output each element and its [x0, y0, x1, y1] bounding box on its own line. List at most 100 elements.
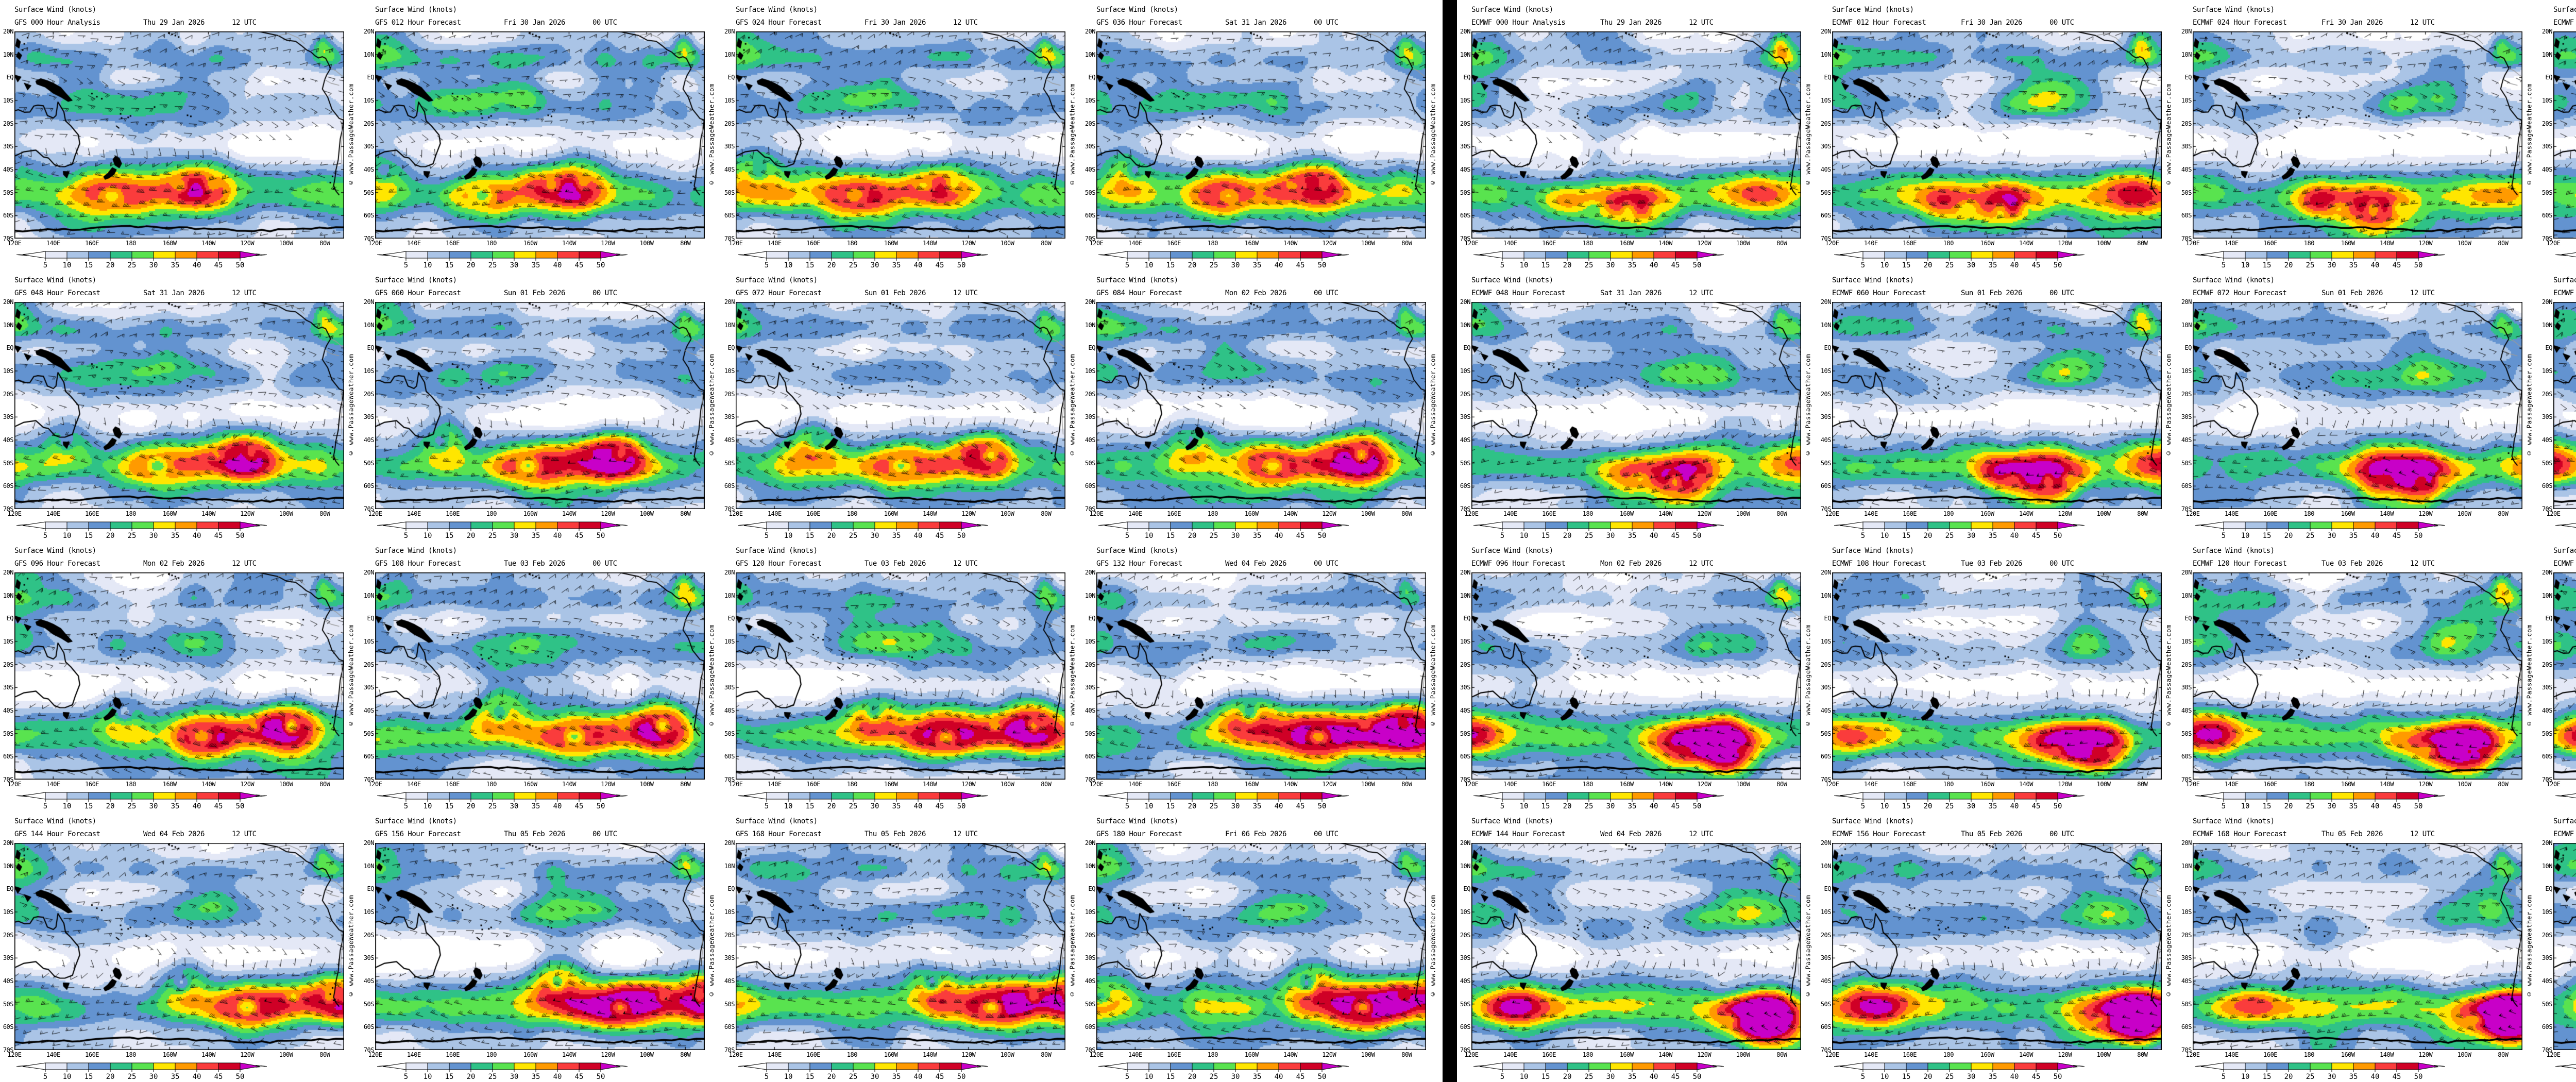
lon-tick-label: 120W	[601, 510, 615, 517]
lon-tick-label: 120E	[1464, 781, 1479, 788]
panel-model-hour: ECMWF 132 Hour Forecast	[2553, 560, 2574, 568]
lon-tick-label: 140W	[1658, 1051, 1672, 1058]
colorbar-tick-label: 45	[1296, 802, 1305, 810]
lon-tick-label: 160E	[446, 781, 460, 788]
colorbar-segment	[1675, 792, 1698, 800]
colorbar-tick-label: 25	[1210, 532, 1218, 540]
colorbar-tick-label: 25	[1585, 261, 1594, 269]
lat-tick-label: 10S	[1084, 908, 1096, 916]
colorbar-segment	[535, 1062, 558, 1070]
lon-tick-label: 120W	[240, 1051, 255, 1058]
lon-tick-label: 180	[125, 1051, 137, 1058]
panel-title: Surface Wind (knots)	[736, 817, 818, 825]
lat-tick-label: 40S	[3, 166, 14, 173]
colorbar-tick-label: 30	[871, 802, 879, 810]
lon-tick-label: 140W	[562, 240, 576, 247]
colorbar-segment	[2353, 251, 2376, 259]
colorbar-tick-label: 30	[871, 261, 879, 269]
panel-date: Wed 04 Feb 2026	[143, 830, 205, 838]
lat-tick-label: 40S	[1460, 436, 1471, 444]
lat-tick-label: 10S	[2181, 908, 2192, 916]
lon-tick-label: 120W	[240, 510, 255, 517]
colorbar-segment	[579, 251, 601, 259]
panel-model-hour: GFS 024 Hour Forecast	[736, 19, 822, 27]
colorbar-segment	[1170, 521, 1193, 529]
lat-tick-label: 10N	[724, 862, 735, 870]
colorbar-segment	[1192, 792, 1214, 800]
lon-tick-label: 80W	[1776, 240, 1787, 247]
colorbar-right-arrow	[600, 251, 621, 259]
colorbar-tick-label: 50	[236, 802, 245, 810]
lat-tick-label: EQ	[727, 615, 735, 622]
lat-tick-label: 50S	[1084, 459, 1096, 467]
lat-tick-label: 10N	[1460, 591, 1471, 599]
lat-tick-label: 60S	[2541, 753, 2553, 760]
lat-tick-label: 40S	[724, 166, 735, 173]
colorbar-segment	[2353, 792, 2376, 800]
forecast-panel: Surface Wind (knots) ECMWF 060 Hour Fore…	[1818, 270, 2178, 541]
colorbar-segment	[449, 1062, 471, 1070]
lat-tick-label: 70S	[724, 505, 735, 513]
colorbar-segment	[2266, 1062, 2289, 1070]
colorbar-right-arrow	[961, 1062, 981, 1070]
colorbar-segment	[514, 251, 536, 259]
watermark: © www.PassageWeather.com	[347, 624, 355, 728]
colorbar-segment	[1502, 251, 1524, 259]
lon-tick-label: 160W	[1619, 781, 1634, 788]
colorbar-right-arrow	[2418, 251, 2438, 259]
colorbar-segment	[1502, 792, 1524, 800]
colorbar-tick-label: 5	[1125, 261, 1129, 269]
colorbar-segment	[1588, 251, 1611, 259]
colorbar-segment	[557, 521, 580, 529]
lon-tick-label: 180	[1582, 510, 1594, 517]
panel-title: Surface Wind (knots)	[1832, 276, 1914, 284]
colorbar-tick-label: 20	[827, 802, 836, 810]
lon-tick-label: 140W	[201, 1051, 215, 1058]
panel-time: 12 UTC	[2410, 19, 2435, 27]
lon-tick-label: 140W	[562, 781, 576, 788]
forecast-panel: Surface Wind (knots) GFS 072 Hour Foreca…	[721, 270, 1082, 541]
lat-tick-label: 20N	[724, 839, 735, 847]
lon-tick-label: 160E	[1542, 1051, 1556, 1058]
lat-tick-label: 60S	[1084, 212, 1096, 219]
colorbar-segment	[110, 251, 132, 259]
lat-tick-label: 50S	[1820, 459, 1832, 467]
wind-speed-colorbar: 5 10 15 20 25 30 35 40 45 50	[1098, 251, 1349, 269]
lon-tick-label: 160W	[2341, 1051, 2355, 1058]
colorbar-tick-label: 25	[128, 532, 137, 540]
colorbar-segment	[1862, 792, 1885, 800]
wind-map	[2553, 843, 2576, 1050]
colorbar-segment	[788, 792, 810, 800]
watermark: © www.PassageWeather.com	[1068, 894, 1076, 999]
colorbar-segment	[492, 251, 515, 259]
lat-tick-label: 50S	[363, 189, 375, 196]
panel-title: Surface Wind (knots)	[1832, 6, 1914, 14]
lon-tick-label: 140E	[767, 240, 782, 247]
lon-tick-label: 120W	[1322, 240, 1336, 247]
colorbar-segment	[2310, 792, 2332, 800]
panel-model-hour: ECMWF 144 Hour Forecast	[1471, 830, 1566, 838]
colorbar-segment	[514, 521, 536, 529]
colorbar-tick-label: 15	[1541, 802, 1550, 810]
colorbar-segment	[470, 521, 493, 529]
lat-tick-label: 50S	[1820, 1000, 1832, 1008]
lon-tick-label: 120E	[7, 510, 22, 517]
lon-tick-label: 120W	[2418, 1051, 2433, 1058]
lon-tick-label: 120W	[961, 781, 976, 788]
lat-tick-label: 70S	[2181, 235, 2192, 242]
colorbar-tick-label: 5	[765, 261, 769, 269]
lat-tick-label: 20S	[1460, 390, 1471, 398]
colorbar-tick-label: 35	[2349, 261, 2358, 269]
colorbar-segment	[1170, 792, 1193, 800]
lat-tick-label: 60S	[1820, 482, 1832, 490]
forecast-panel: Surface Wind (knots) GFS 120 Hour Foreca…	[721, 541, 1082, 812]
colorbar-segment	[2036, 521, 2058, 529]
colorbar-tick-label: 45	[2032, 802, 2041, 810]
wind-map	[14, 572, 344, 780]
panel-time: 00 UTC	[2049, 560, 2074, 568]
lon-tick-label: 120E	[1464, 510, 1479, 517]
lat-tick-label: EQ	[2545, 885, 2553, 893]
lat-tick-label: 20S	[2181, 931, 2192, 939]
lat-tick-label: 50S	[1460, 459, 1471, 467]
watermark: © www.PassageWeather.com	[2525, 624, 2533, 728]
